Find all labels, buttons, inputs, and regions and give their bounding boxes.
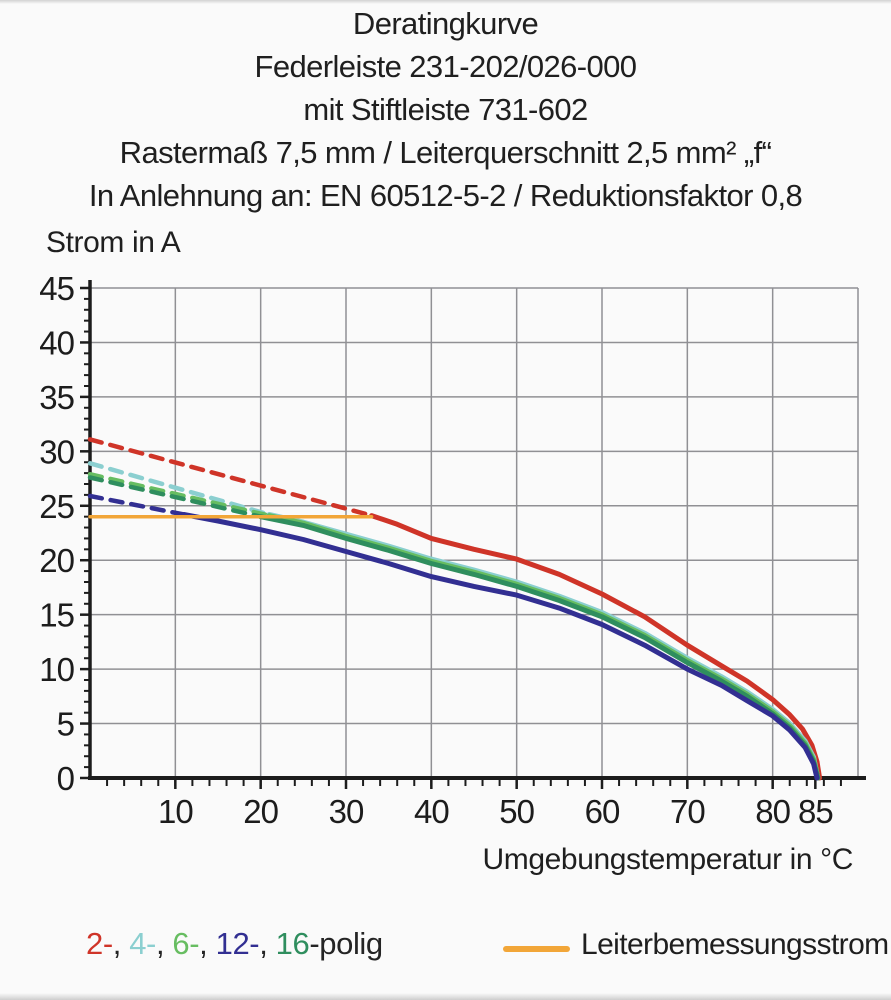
legend-part: 4- (129, 926, 156, 961)
legend-part: , (155, 926, 173, 961)
series-6-polig-dashed (87, 471, 272, 518)
series-2-polig-solid (369, 513, 823, 781)
x-tick-label: 10 (158, 793, 193, 830)
title-line-3: mit Stiftleiste 731-602 (303, 92, 588, 127)
series-12-polig-solid (181, 512, 820, 781)
legend-pole-counts: 2-, 4-, 6-, 12-, 16-polig (86, 926, 383, 962)
rated-current-label: Leiterbemessungsstrom (581, 928, 889, 961)
y-tick-label: 0 (57, 760, 75, 797)
x-tick-label: 70 (670, 793, 705, 830)
series-16-polig-solid (258, 514, 821, 781)
y-tick-label: 25 (39, 488, 74, 525)
x-tick-label: 30 (329, 793, 364, 830)
legend-part: 6- (172, 926, 200, 961)
y-tick-label: 35 (39, 379, 74, 416)
legend-part: 12- (215, 926, 260, 961)
series-2-polig-dashed (87, 437, 374, 518)
legend-part: 2- (86, 926, 113, 961)
rated-current-swatch (503, 946, 570, 952)
title-line-1: Deratingkurve (352, 6, 539, 41)
title-line-4: Rastermaß 7,5 mm / Leiterquerschnitt 2,5… (119, 135, 772, 170)
y-tick-label: 5 (57, 706, 74, 743)
y-axis-title: Strom in A (46, 226, 181, 259)
x-axis-title: Umgebungstemperatur in °C (482, 843, 853, 876)
series-12-polig-dashed (87, 493, 187, 517)
y-tick-label: 20 (39, 542, 74, 579)
chart-title-block: Deratingkurve Federleiste 231-202/026-00… (0, 2, 891, 217)
x-tick-label: 40 (414, 793, 449, 830)
y-tick-label: 30 (39, 433, 74, 470)
legend-part: 16 (275, 926, 310, 961)
series-4-polig-dashed (87, 461, 272, 517)
legend-part: -polig (309, 926, 383, 961)
y-tick-label: 45 (39, 270, 74, 307)
y-tick-label: 40 (39, 324, 74, 361)
x-tick-label: 20 (243, 793, 278, 830)
scan-edge-top (0, 0, 891, 4)
legend-part: , (112, 926, 130, 961)
series-16-polig-dashed (87, 475, 263, 519)
y-tick-label: 10 (39, 651, 74, 688)
title-line-2: Federleiste 231-202/026-000 (254, 49, 638, 84)
x-tick-label: 85 (798, 793, 833, 830)
x-tick-label: 50 (499, 793, 534, 830)
title-line-5: In Anlehnung an: EN 60512-5-2 / Reduktio… (88, 178, 803, 213)
legend-part: , (199, 926, 216, 961)
x-tick-label: 80 (755, 793, 790, 830)
scan-edge-bottom (0, 993, 891, 1000)
x-tick-label: 60 (585, 793, 620, 830)
legend-part: , (259, 926, 276, 961)
y-tick-label: 15 (39, 597, 74, 634)
